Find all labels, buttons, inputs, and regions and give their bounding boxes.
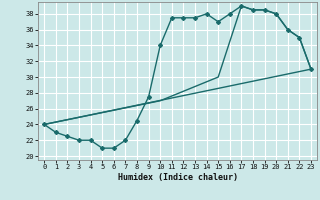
X-axis label: Humidex (Indice chaleur): Humidex (Indice chaleur)	[118, 173, 238, 182]
